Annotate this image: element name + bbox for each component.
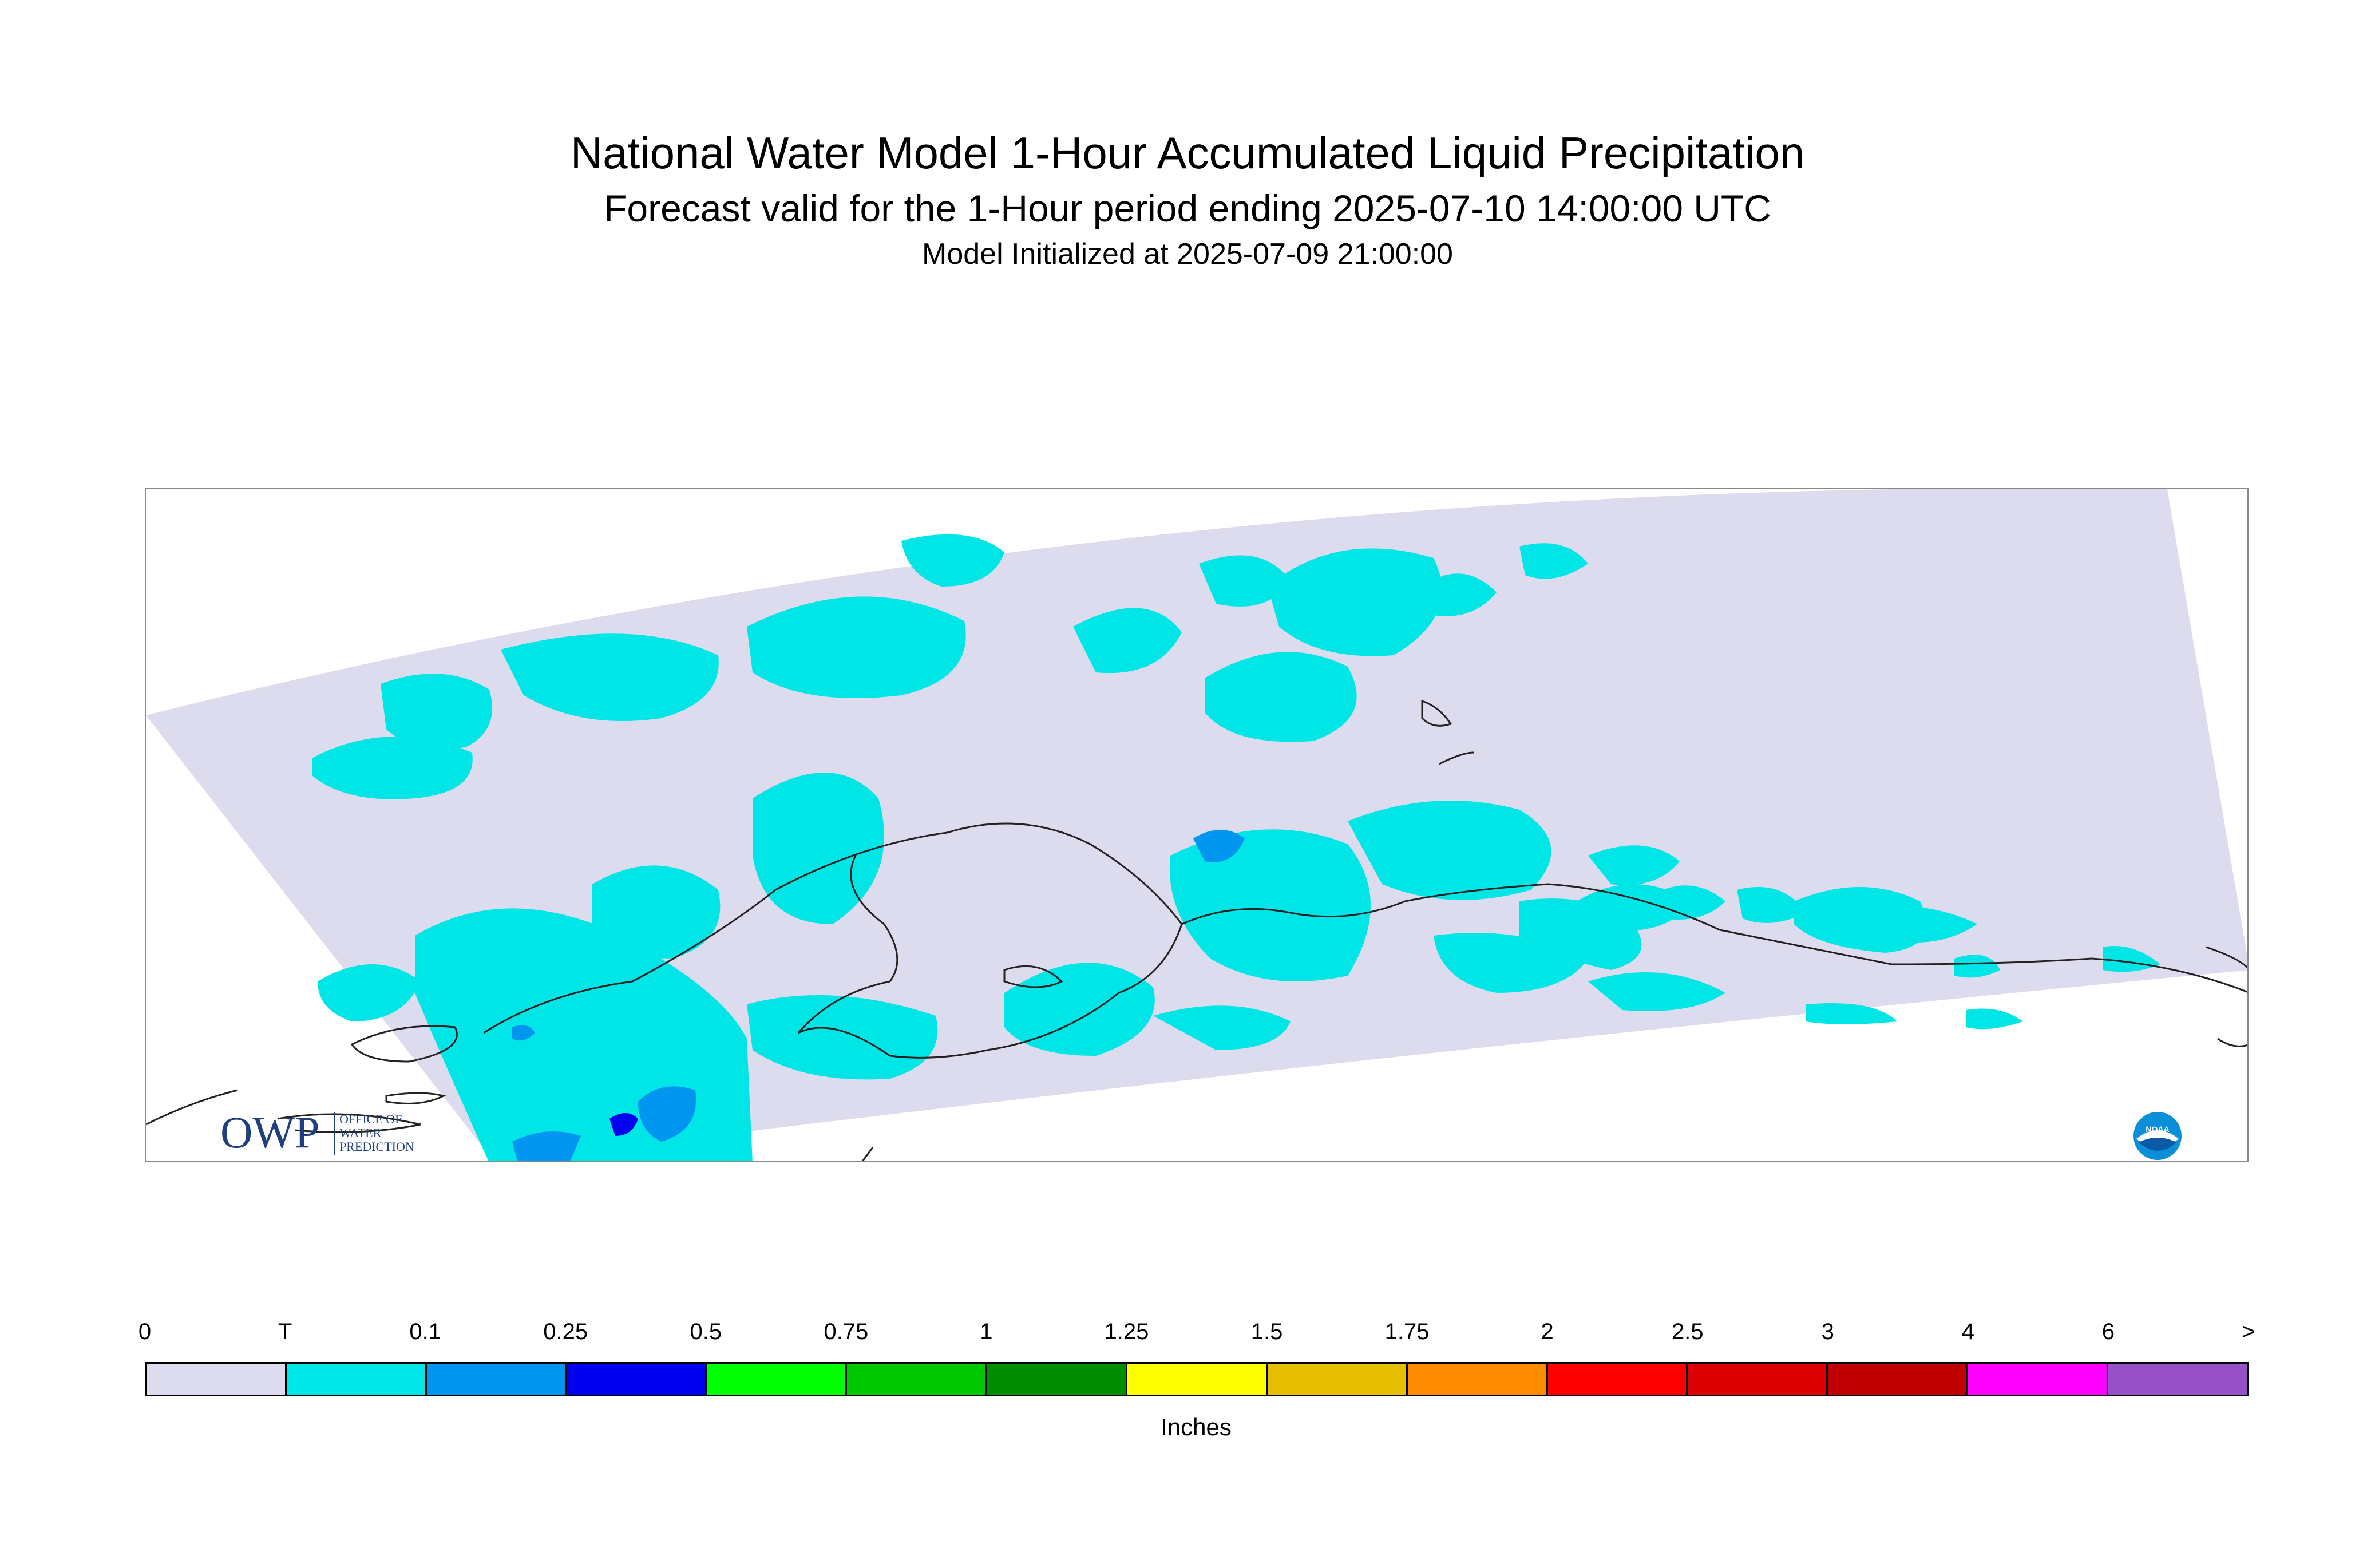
- legend-tick-label: 0: [138, 1319, 152, 1344]
- forecast-valid-subtitle: Forecast valid for the 1-Hour period end…: [604, 187, 1771, 229]
- owp-logo-text-1: OFFICE OF: [339, 1112, 402, 1126]
- legend-swatch: [847, 1364, 988, 1395]
- legend-swatch: [1828, 1364, 1969, 1395]
- legend-tick-label: T: [278, 1319, 292, 1344]
- legend-swatch: [426, 1364, 567, 1395]
- legend-swatch: [286, 1364, 427, 1395]
- precipitation-map: OWP OFFICE OF WATER PREDICTION NOAA: [145, 488, 2249, 1162]
- legend-swatch: [1688, 1364, 1828, 1395]
- moderate-precip-areas: [609, 1113, 638, 1136]
- legend-swatch: [567, 1364, 707, 1395]
- legend-tick-label: 2: [1541, 1319, 1554, 1344]
- legend-swatch: [1127, 1364, 1268, 1395]
- legend-tick-label: 0.75: [824, 1319, 869, 1344]
- coastlines: [146, 699, 2247, 1161]
- legend-swatch: [147, 1364, 287, 1395]
- model-initialized-subtitle: Model Initialized at 2025-07-09 21:00:00: [922, 237, 1453, 271]
- legend-tick-label: 2.5: [1671, 1319, 1704, 1344]
- legend-tick-label: 3: [1821, 1319, 1834, 1344]
- legend-swatch: [987, 1364, 1128, 1395]
- legend-tick-label: 0.25: [543, 1319, 588, 1344]
- legend-tick-label: 6: [2101, 1319, 2115, 1344]
- legend-swatch: [2108, 1364, 2247, 1395]
- map-title: National Water Model 1-Hour Accumulated …: [570, 128, 1805, 178]
- legend-tick-label: 0.1: [409, 1319, 441, 1344]
- legend-tick-label: 4: [1961, 1319, 1974, 1344]
- light-precip-areas: [512, 830, 1245, 1161]
- owp-logo-mark: OWP: [220, 1107, 319, 1157]
- legend-swatch: [707, 1364, 848, 1395]
- legend-swatch: [1968, 1364, 2109, 1395]
- map-canvas: [146, 489, 2247, 1161]
- legend-swatch: [1547, 1364, 1688, 1395]
- legend-tick-label: 1.75: [1384, 1319, 1430, 1344]
- legend-tick-label: 1: [980, 1319, 993, 1344]
- owp-logo-text-3: PREDICTION: [339, 1139, 414, 1154]
- legend-tick-label: 1.25: [1104, 1319, 1149, 1344]
- noaa-logo-text: NOAA: [2146, 1124, 2169, 1134]
- legend-swatch: [1267, 1364, 1408, 1395]
- owp-logo-text-2: WATER: [339, 1126, 382, 1140]
- color-legend: [145, 1362, 2249, 1396]
- legend-ticks: 0 T 0.1 0.25 0.5 0.75 1 1.25 1.5 1.75 2 2.5 3 4 6 >: [138, 1319, 2255, 1353]
- legend-tick-label: >: [2242, 1319, 2255, 1344]
- legend-tick-label: 1.5: [1250, 1319, 1283, 1344]
- legend-swatch: [1407, 1364, 1548, 1395]
- legend-tick-label: 0.5: [690, 1319, 722, 1344]
- legend-units-label: Inches: [1161, 1413, 1232, 1440]
